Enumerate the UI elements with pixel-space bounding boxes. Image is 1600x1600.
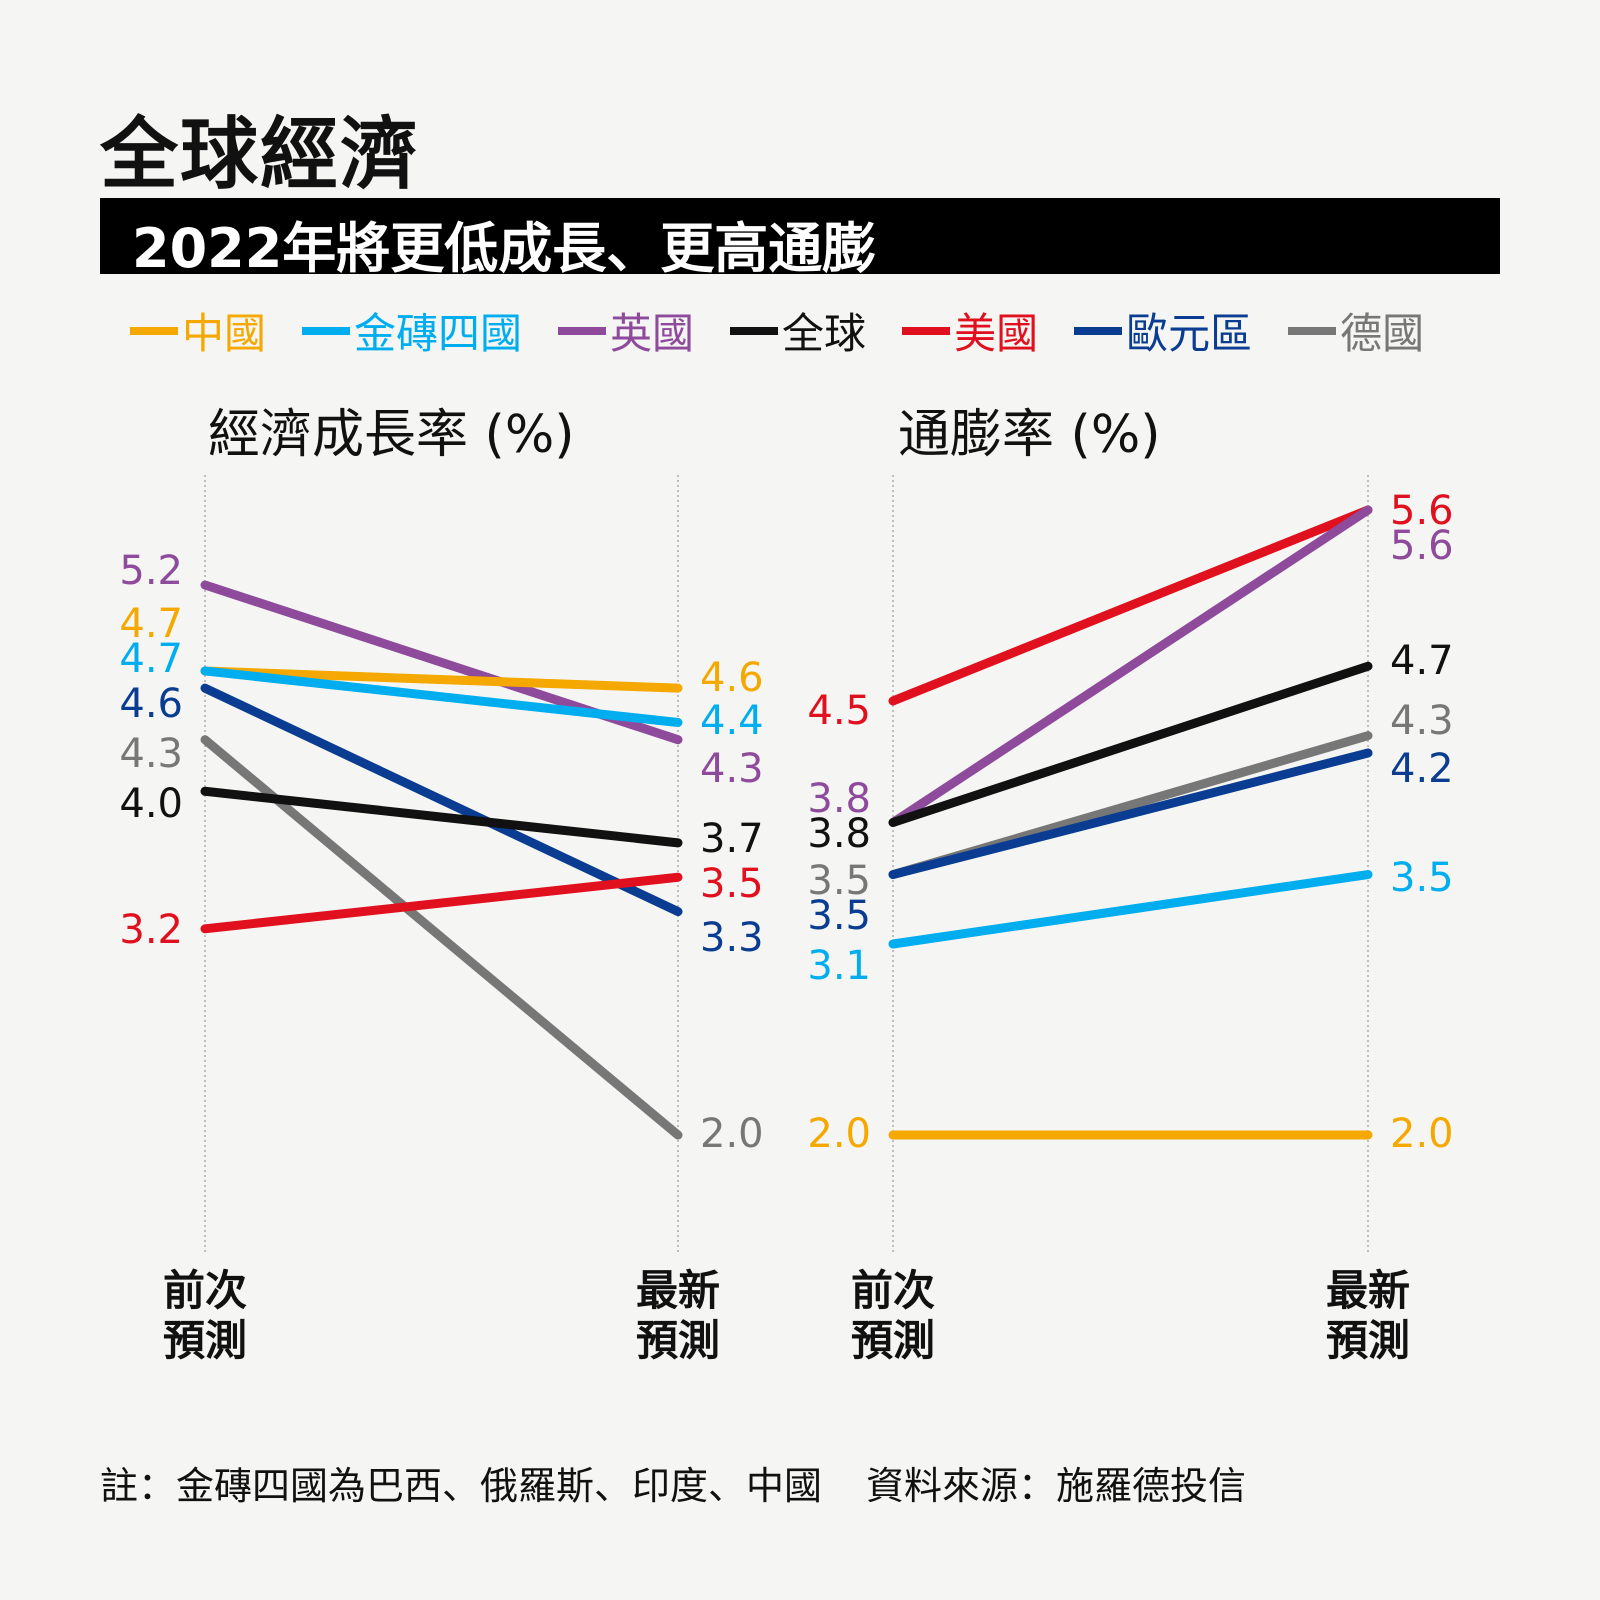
series-line	[888, 505, 1373, 827]
series-line	[200, 872, 683, 934]
subtitle-bar: 2022年將更低成長、更高通膨	[100, 198, 1500, 280]
series-line	[888, 748, 1373, 880]
legend-item: 金磚四國	[302, 300, 522, 361]
legend-label: 金磚四國	[354, 309, 523, 358]
data-label: 4.2	[1390, 746, 1454, 792]
data-label: 5.6	[1390, 523, 1454, 569]
series-line	[200, 735, 683, 1140]
legend-swatch	[558, 326, 607, 335]
data-label: 4.4	[700, 698, 764, 744]
legend-item: 德國	[1288, 300, 1424, 361]
legend-item: 歐元區	[1074, 300, 1252, 361]
legend-item: 英國	[558, 300, 694, 361]
data-label: 5.6	[1390, 488, 1454, 534]
data-label: 3.7	[700, 816, 764, 862]
footnote: 註：金磚四國為巴西、俄羅斯、印度、中國 資料來源：施羅德投信	[100, 1455, 1246, 1510]
page-title: 全球經濟	[100, 110, 421, 200]
legend-item: 美國	[902, 300, 1038, 361]
data-label: 4.7	[119, 601, 183, 647]
series-line	[200, 666, 683, 693]
subtitle: 2022年將更低成長、更高通膨	[132, 217, 877, 280]
data-label: 4.0	[119, 781, 183, 827]
chart-title: 經濟成長率 (%)	[208, 405, 575, 465]
series-line	[888, 505, 1373, 706]
legend-label: 中國	[182, 309, 267, 358]
data-label: 3.1	[807, 943, 871, 989]
axis-label: 最新	[1326, 1266, 1410, 1315]
legend: 中國 金磚四國 英國 全球 美國 歐元區 德國	[130, 300, 1424, 361]
data-label: 4.7	[119, 636, 183, 682]
axis-label: 預測	[163, 1316, 247, 1365]
data-label: 3.8	[807, 776, 871, 822]
legend-item: 全球	[730, 300, 866, 361]
data-label: 3.5	[1390, 855, 1454, 901]
data-label: 3.5	[700, 861, 764, 907]
data-label: 2.0	[700, 1111, 764, 1157]
data-label: 3.5	[807, 893, 871, 939]
legend-swatch	[902, 326, 951, 335]
series-line	[200, 683, 683, 917]
legend-label: 德國	[1340, 309, 1425, 358]
data-label: 2.0	[807, 1111, 871, 1157]
data-label: 3.3	[700, 915, 764, 961]
data-label: 2.0	[1390, 1111, 1454, 1157]
data-label: 4.3	[119, 731, 183, 777]
series-line	[200, 666, 683, 728]
legend-label: 歐元區	[1126, 309, 1253, 358]
data-label: 4.3	[1390, 698, 1454, 744]
series-line	[200, 786, 683, 848]
axis-label: 預測	[851, 1316, 935, 1365]
legend-swatch	[1074, 326, 1123, 335]
axis-label: 預測	[1326, 1316, 1410, 1365]
series-line	[888, 661, 1373, 827]
axis-label: 預測	[636, 1316, 720, 1365]
data-label: 5.2	[119, 548, 183, 594]
legend-swatch	[130, 326, 178, 335]
data-label: 4.6	[119, 681, 183, 727]
legend-swatch	[730, 326, 779, 335]
data-label: 4.5	[807, 688, 871, 734]
legend-label: 美國	[954, 309, 1039, 358]
source-text: 資料來源：施羅德投信	[866, 1464, 1247, 1508]
data-label: 4.7	[1390, 638, 1454, 684]
legend-swatch	[302, 326, 351, 335]
data-label: 4.3	[700, 746, 764, 792]
data-label: 3.5	[807, 858, 871, 904]
axis-label: 前次	[163, 1266, 247, 1315]
legend-label: 全球	[782, 309, 867, 358]
data-label: 4.6	[700, 655, 764, 701]
data-label: 3.8	[807, 811, 871, 857]
axis-label: 前次	[851, 1266, 935, 1315]
note-text: 註：金磚四國為巴西、俄羅斯、印度、中國	[100, 1464, 823, 1508]
chart-title: 通膨率 (%)	[898, 405, 1161, 465]
legend-label: 英國	[610, 309, 695, 358]
legend-swatch	[1288, 326, 1337, 335]
series-line	[888, 870, 1373, 949]
legend-item: 中國	[130, 300, 266, 361]
data-label: 3.2	[119, 907, 183, 953]
axis-label: 最新	[636, 1266, 720, 1315]
